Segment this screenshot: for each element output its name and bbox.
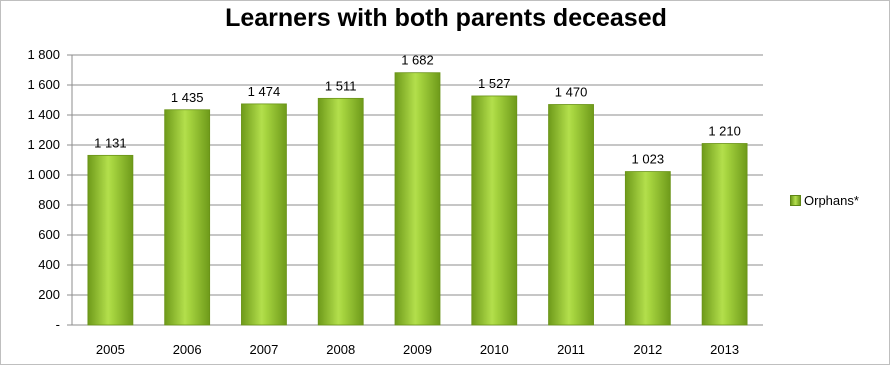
data-label: 1 023 — [632, 152, 665, 167]
data-label: 1 210 — [708, 124, 741, 139]
bar — [702, 144, 747, 326]
bar — [88, 155, 133, 325]
data-label: 1 474 — [248, 84, 281, 99]
data-label: 1 131 — [94, 135, 127, 150]
legend: Orphans* — [790, 193, 859, 208]
bar — [395, 73, 440, 325]
x-tick-label: 2010 — [480, 342, 509, 357]
bar — [241, 104, 286, 325]
data-label: 1 511 — [325, 78, 357, 93]
bar — [549, 105, 594, 326]
x-tick-label: 2007 — [249, 342, 278, 357]
y-tick-label: 1 400 — [27, 107, 60, 122]
data-label: 1 682 — [401, 53, 434, 68]
y-tick-label: 800 — [38, 197, 60, 212]
x-tick-label: 2005 — [96, 342, 125, 357]
x-tick-label: 2013 — [710, 342, 739, 357]
x-tick-label: 2012 — [633, 342, 662, 357]
data-label: 1 470 — [555, 85, 588, 100]
bar — [318, 98, 363, 325]
y-tick-label: 400 — [38, 257, 60, 272]
bar — [165, 110, 210, 325]
bar — [625, 172, 670, 325]
x-tick-label: 2006 — [173, 342, 202, 357]
y-tick-label: 1 000 — [27, 167, 60, 182]
x-tick-label: 2009 — [403, 342, 432, 357]
data-label: 1 527 — [478, 76, 511, 91]
legend-label: Orphans* — [804, 193, 859, 208]
legend-swatch — [790, 195, 801, 206]
y-tick-label: 600 — [38, 227, 60, 242]
x-tick-label: 2011 — [557, 342, 585, 357]
y-tick-label: 1 800 — [27, 47, 60, 62]
data-label: 1 435 — [171, 90, 204, 105]
y-tick-label: 1 200 — [27, 137, 60, 152]
y-tick-label: - — [56, 317, 60, 332]
y-tick-label: 200 — [38, 287, 60, 302]
x-tick-label: 2008 — [326, 342, 355, 357]
bar — [472, 96, 517, 325]
y-tick-label: 1 600 — [27, 77, 60, 92]
